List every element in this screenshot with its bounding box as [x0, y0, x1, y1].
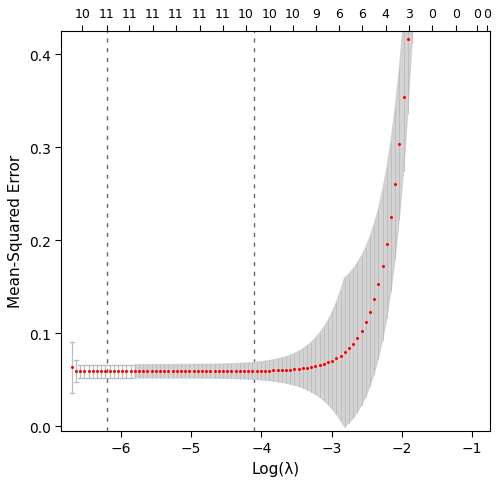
- X-axis label: Log(λ): Log(λ): [252, 461, 300, 476]
- Y-axis label: Mean-Squared Error: Mean-Squared Error: [8, 155, 24, 308]
